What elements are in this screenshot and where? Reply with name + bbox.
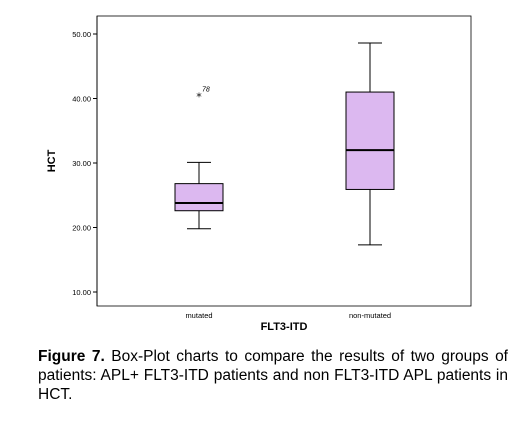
y-tick-label: 40.00 <box>72 95 91 104</box>
outlier-label: 78 <box>202 86 210 93</box>
caption-label: Figure 7. <box>38 348 105 365</box>
boxes: *78 <box>174 42 395 246</box>
boxplot-chart: 10.00 20.00 30.00 40.00 50.00 *78 mutated non… <box>46 15 472 333</box>
plot-frame <box>96 15 472 307</box>
y-tick-label: 20.00 <box>72 224 91 233</box>
y-axis-ticks: 10.00 20.00 30.00 40.00 50.00 <box>72 30 97 297</box>
x-tick-label: non-mutated <box>349 311 391 320</box>
figure-caption: Figure 7. Box-Plot charts to compare the… <box>38 347 508 404</box>
box-group-non-mutated <box>345 42 395 246</box>
x-tick-label: mutated <box>185 311 212 320</box>
caption-text: Box-Plot charts to compare the results o… <box>38 348 508 403</box>
x-axis-tick-labels: mutated non-mutated <box>185 311 391 320</box>
y-tick-label: 30.00 <box>72 159 91 168</box>
y-tick-label: 50.00 <box>72 30 91 39</box>
box-group-mutated: *78 <box>174 86 224 230</box>
y-axis-label: HCT <box>46 149 58 172</box>
outlier-point: * <box>196 90 202 103</box>
x-axis-label: FLT3-ITD <box>261 321 308 333</box>
iqr-box <box>174 183 224 212</box>
iqr-box <box>345 91 395 190</box>
y-tick-label: 10.00 <box>72 288 91 297</box>
